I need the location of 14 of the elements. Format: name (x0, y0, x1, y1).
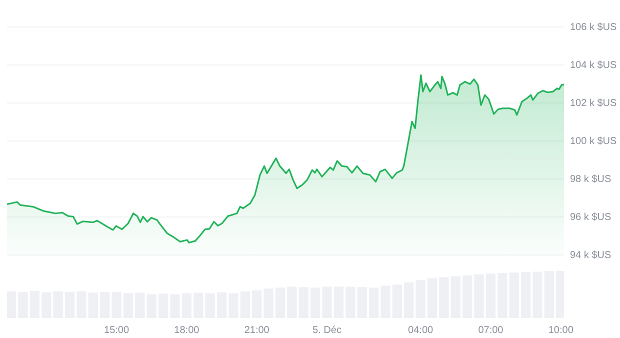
x-tick-label: 21:00 (244, 324, 270, 336)
x-tick-label: 10:00 (548, 324, 574, 336)
x-tick-label: 07:00 (478, 324, 504, 336)
x-tick-label: 15:00 (104, 324, 130, 336)
y-tick-label: 102 k $US (570, 98, 618, 109)
y-tick-label: 98 k $US (570, 174, 612, 185)
y-tick-label: 100 k $US (570, 136, 618, 147)
y-tick-label: 94 k $US (570, 250, 612, 261)
y-tick-label: 104 k $US (570, 60, 618, 71)
y-tick-label: 96 k $US (570, 212, 612, 223)
y-tick-label: 106 k $US (570, 22, 618, 33)
x-tick-label: 18:00 (174, 324, 200, 336)
x-tick-label: 04:00 (408, 324, 434, 336)
x-tick-label: 5. Déc (312, 324, 342, 336)
